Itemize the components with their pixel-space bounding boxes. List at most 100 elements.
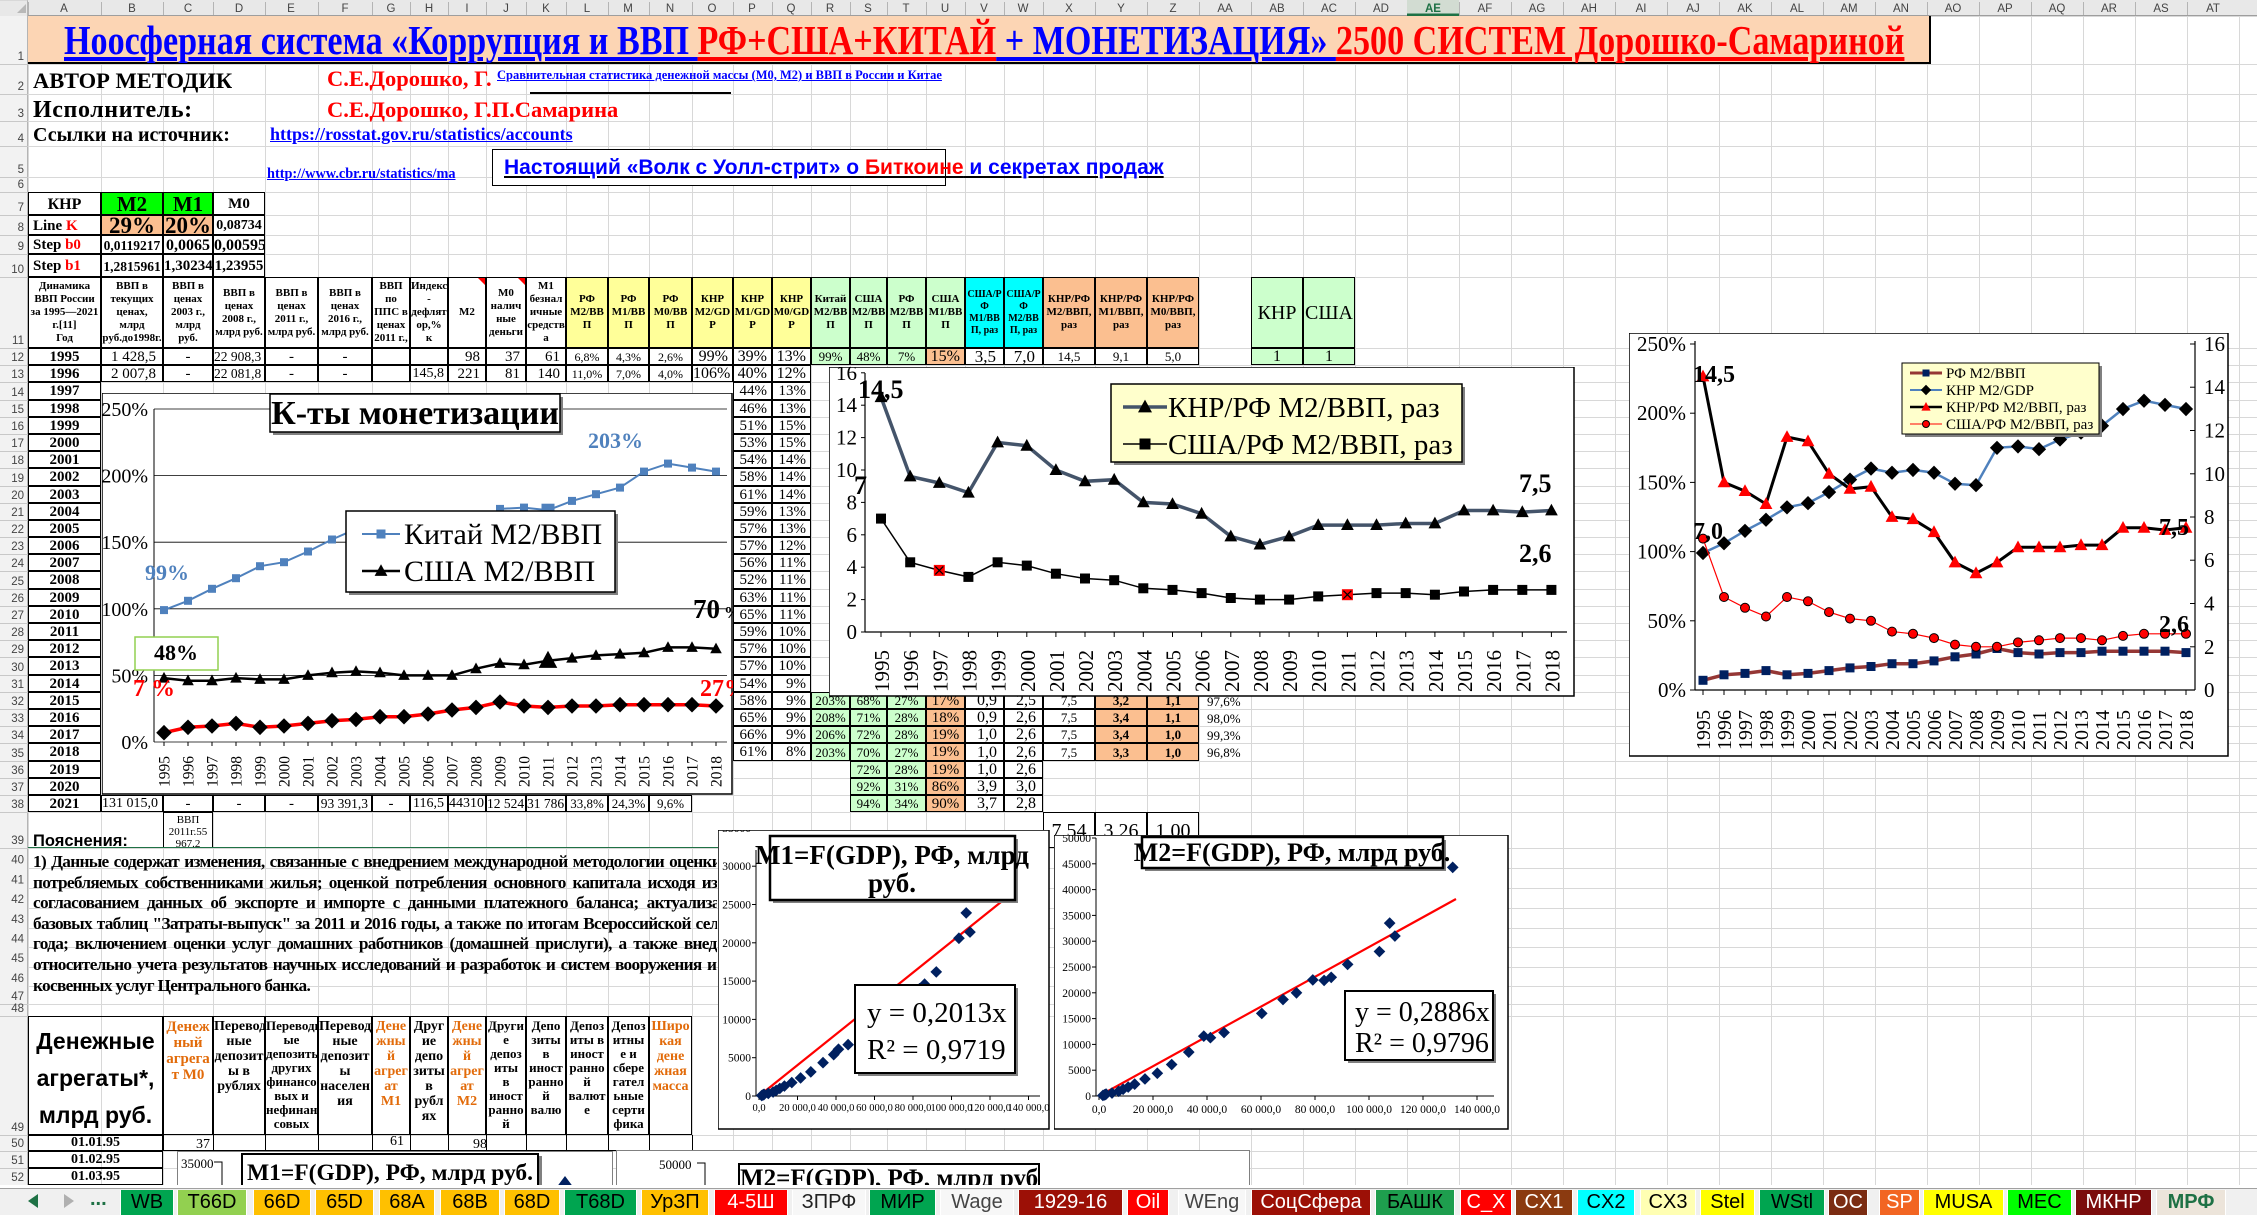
svg-text:2002: 2002 [1074,650,1098,692]
svg-text:2: 2 [847,588,858,612]
svg-text:2006: 2006 [1191,650,1215,692]
svg-text:15: 15 [11,404,24,416]
svg-text:200%: 200% [102,466,148,488]
svg-text:2008: 2008 [1249,650,1273,692]
svg-text:200%: 200% [1637,401,1686,425]
svg-text:25000: 25000 [722,900,751,912]
svg-text:2006: 2006 [421,756,438,787]
svg-text:C: C [184,3,192,15]
svg-text:AG: AG [1529,3,1546,15]
svg-text:2012: 2012 [565,756,582,787]
svg-text:Q: Q [787,3,796,15]
svg-text:R: R [826,3,834,15]
svg-text:2001: 2001 [1819,710,1841,750]
svg-text:D: D [235,3,243,15]
svg-text:1996: 1996 [181,756,198,787]
svg-text:18: 18 [11,455,24,467]
svg-text:43: 43 [11,914,24,926]
svg-text:США/РФ М2/ВВП, раз: США/РФ М2/ВВП, раз [1168,429,1453,461]
svg-text:8: 8 [847,490,858,514]
svg-text:6: 6 [18,179,24,191]
svg-text:5000: 5000 [1068,1065,1091,1077]
svg-text:7,5: 7,5 [2159,515,2189,541]
svg-text:R² = 0,9719: R² = 0,9719 [867,1034,1006,1066]
svg-text:2004: 2004 [373,756,390,787]
svg-text:2003: 2003 [349,756,366,787]
svg-text:AE: AE [1425,3,1441,15]
svg-text:4: 4 [2204,592,2215,616]
svg-text:19: 19 [11,473,24,485]
svg-text:7,5: 7,5 [1519,469,1552,498]
svg-text:7,0: 7,0 [1693,519,1723,545]
svg-text:27: 27 [11,610,24,622]
svg-text:42: 42 [11,894,24,906]
svg-text:13: 13 [11,369,24,381]
svg-text:17: 17 [11,438,24,450]
svg-text:AT: AT [2206,3,2220,15]
svg-text:9: 9 [18,241,24,253]
svg-text:80 000,0: 80 000,0 [895,1103,932,1114]
svg-text:50%: 50% [111,665,148,687]
svg-text:K: K [542,3,550,15]
svg-text:29: 29 [11,644,24,656]
svg-text:AO: AO [1945,3,1962,15]
svg-text:J: J [503,3,509,15]
svg-text:0: 0 [2204,678,2215,702]
svg-text:45: 45 [11,953,24,965]
svg-text:7: 7 [18,202,24,214]
svg-text:2017: 2017 [1511,650,1535,692]
svg-text:30: 30 [11,662,24,674]
svg-text:2014: 2014 [1424,650,1448,693]
svg-text:10000: 10000 [1062,1039,1091,1051]
svg-text:0%: 0% [121,732,148,754]
svg-text:60 000,0: 60 000,0 [1241,1104,1282,1116]
svg-text:U: U [941,3,949,15]
svg-text:10000: 10000 [722,1014,751,1026]
svg-text:A: A [60,3,68,15]
svg-text:2011: 2011 [1336,651,1360,692]
svg-text:10: 10 [2204,462,2225,486]
svg-text:США М2/ВВП: США М2/ВВП [404,555,595,588]
svg-text:99%: 99% [145,560,189,585]
svg-text:2017: 2017 [2155,710,2177,750]
svg-text:H: H [425,3,433,15]
svg-text:Y: Y [1117,3,1125,15]
svg-text:2010: 2010 [2008,710,2030,750]
svg-text:AM: AM [1840,3,1857,15]
svg-text:140 000,0: 140 000,0 [1454,1104,1500,1116]
svg-text:38: 38 [11,799,24,811]
svg-text:2011: 2011 [541,757,558,787]
svg-text:1999: 1999 [987,650,1011,692]
svg-text:14: 14 [836,393,858,417]
svg-text:AQ: AQ [2049,3,2066,15]
svg-text:44: 44 [11,934,24,946]
svg-text:2008: 2008 [1966,710,1988,750]
svg-text:5000: 5000 [728,1053,751,1065]
svg-text:AN: AN [1893,3,1909,15]
svg-text:0,0: 0,0 [1092,1104,1107,1116]
svg-text:2007: 2007 [1220,650,1244,692]
svg-text:40: 40 [11,855,24,867]
svg-text:1998: 1998 [1756,710,1778,750]
svg-text:AP: AP [1997,3,2013,15]
svg-text:30000: 30000 [1062,936,1091,948]
svg-text:1995: 1995 [1693,710,1715,750]
svg-text:25: 25 [11,576,24,588]
svg-text:1999: 1999 [253,756,270,787]
svg-text:37: 37 [11,782,24,794]
svg-text:2010: 2010 [517,756,534,787]
svg-text:4: 4 [18,133,25,145]
svg-text:36: 36 [11,765,24,777]
svg-text:2001: 2001 [301,756,318,787]
svg-text:2006: 2006 [1924,710,1946,750]
svg-text:X: X [1065,3,1073,15]
svg-text:AL: AL [1790,3,1805,15]
svg-text:2000: 2000 [1798,710,1820,750]
svg-text:E: E [287,3,295,15]
svg-text:22: 22 [11,524,24,536]
svg-text:100 000,0: 100 000,0 [931,1103,973,1114]
svg-text:1997: 1997 [205,756,222,787]
svg-text:2,6: 2,6 [2159,612,2189,638]
svg-text:100%: 100% [102,599,148,621]
svg-text:РФ М2/ВВП: РФ М2/ВВП [1946,366,2026,382]
